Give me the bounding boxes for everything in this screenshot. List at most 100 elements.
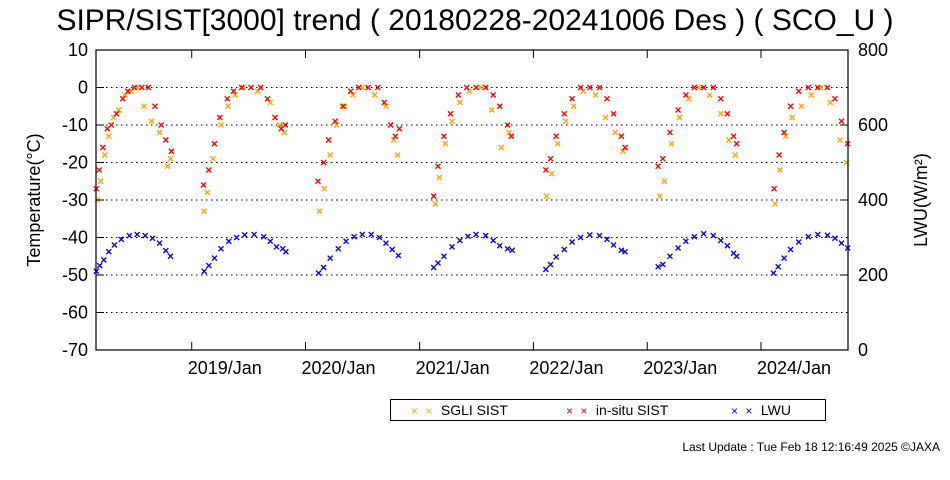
point-in-situ-sist <box>618 133 625 140</box>
point-sgli-sist <box>808 92 815 98</box>
point-lwu <box>675 245 682 251</box>
y-left-tick-label: 10 <box>68 40 88 60</box>
point-lwu <box>781 255 788 262</box>
point-in-situ-sist <box>332 118 339 125</box>
point-sgli-sist <box>477 84 484 91</box>
point-lwu <box>100 257 107 263</box>
point-lwu <box>787 246 794 253</box>
point-lwu <box>273 243 280 250</box>
point-in-situ-sist <box>787 103 794 110</box>
point-sgli-sist <box>276 122 283 128</box>
point-lwu <box>456 237 463 244</box>
point-in-situ-sist <box>387 122 394 128</box>
point-sgli-sist <box>656 193 663 200</box>
point-sgli-sist <box>498 144 505 151</box>
point-sgli-sist <box>225 103 232 110</box>
point-lwu <box>724 242 731 249</box>
point-in-situ-sist <box>168 148 175 155</box>
point-lwu <box>359 231 366 238</box>
point-in-situ-sist <box>490 92 497 98</box>
point-sgli-sist <box>267 99 274 106</box>
point-sgli-sist <box>390 137 397 143</box>
point-in-situ-sist <box>238 84 245 91</box>
y-left-axis-label: Temperature(°C) <box>24 133 44 266</box>
point-sgli-sist <box>798 103 805 110</box>
point-lwu <box>241 231 248 238</box>
x-tick-label: 2022/Jan <box>529 358 603 378</box>
point-in-situ-sist <box>795 88 802 95</box>
point-lwu <box>805 233 812 240</box>
point-sgli-sist <box>115 107 122 113</box>
point-in-situ-sist <box>569 95 576 102</box>
point-in-situ-sist <box>504 122 511 128</box>
point-lwu <box>320 264 327 271</box>
point-sgli-sist <box>371 92 378 98</box>
point-sgli-sist <box>772 200 779 207</box>
point-lwu <box>351 233 358 240</box>
point-in-situ-sist <box>347 88 354 95</box>
point-lwu <box>389 246 396 253</box>
point-lwu <box>659 261 666 268</box>
x-tick-label: 2024/Jan <box>757 358 831 378</box>
point-sgli-sist <box>717 110 724 117</box>
grid-lines <box>96 87 848 313</box>
point-in-situ-sist <box>315 178 321 185</box>
point-lwu <box>218 245 224 252</box>
point-lwu <box>542 266 549 273</box>
point-lwu <box>134 231 141 238</box>
point-in-situ-sist <box>700 84 707 91</box>
legend-item-sgli: × × SGLI SIST <box>411 402 508 418</box>
point-lwu <box>118 236 125 243</box>
point-lwu <box>267 238 274 245</box>
x-tick-label: 2019/Jan <box>188 358 262 378</box>
point-lwu <box>435 260 441 266</box>
point-lwu <box>315 270 322 277</box>
point-in-situ-sist <box>224 95 231 102</box>
point-sgli-sist <box>156 129 163 136</box>
point-lwu <box>691 233 698 240</box>
point-in-situ-sist <box>320 159 327 166</box>
point-lwu <box>111 242 118 248</box>
legend-item-insitu: × × in-situ SIST <box>566 402 668 418</box>
point-sgli-sist <box>543 193 550 200</box>
point-sgli-sist <box>436 174 443 181</box>
y-left-tick-label: -20 <box>62 153 88 173</box>
y-left-tick-label: 0 <box>78 78 88 98</box>
axes: 10 0 -10 -20 -30 -40 -50 -60 -70 800 600 400 200 0 201… <box>24 40 931 378</box>
point-in-situ-sist <box>282 122 289 128</box>
y-left-tick-label: -60 <box>62 303 88 323</box>
point-lwu <box>770 270 777 277</box>
point-in-situ-sist <box>230 88 237 95</box>
point-in-situ-sist <box>381 99 388 106</box>
point-in-situ-sist <box>430 193 437 200</box>
point-in-situ-sist <box>211 140 218 147</box>
y-right-tick-label: 800 <box>858 40 888 60</box>
legend-item-lwu: × × LWU <box>731 402 791 418</box>
point-lwu <box>260 233 267 240</box>
point-in-situ-sist <box>440 133 447 140</box>
point-in-situ-sist <box>145 84 152 91</box>
point-sgli-sist <box>602 114 609 121</box>
chart-title: SIPR/SIST[3000] trend ( 20180228-2024100… <box>56 4 894 37</box>
point-lwu <box>395 252 402 259</box>
point-sgli-sist <box>570 103 577 110</box>
point-in-situ-sist <box>717 95 724 102</box>
point-lwu <box>700 230 707 237</box>
point-lwu <box>618 247 625 254</box>
point-lwu <box>831 235 838 242</box>
point-lwu <box>205 262 212 269</box>
point-in-situ-sist <box>724 110 731 117</box>
point-in-situ-sist <box>374 84 381 91</box>
point-lwu <box>96 262 103 269</box>
point-in-situ-sist <box>586 84 593 91</box>
point-lwu <box>482 232 489 239</box>
point-in-situ-sist <box>131 84 138 91</box>
point-in-situ-sist <box>622 144 629 151</box>
y-right-tick-label: 200 <box>858 265 888 285</box>
point-sgli-sist <box>449 118 456 125</box>
point-in-situ-sist <box>776 152 783 158</box>
point-sgli-sist <box>456 99 463 106</box>
point-sgli-sist <box>327 152 334 158</box>
point-sgli-sist <box>776 167 783 173</box>
point-lwu <box>610 242 617 248</box>
